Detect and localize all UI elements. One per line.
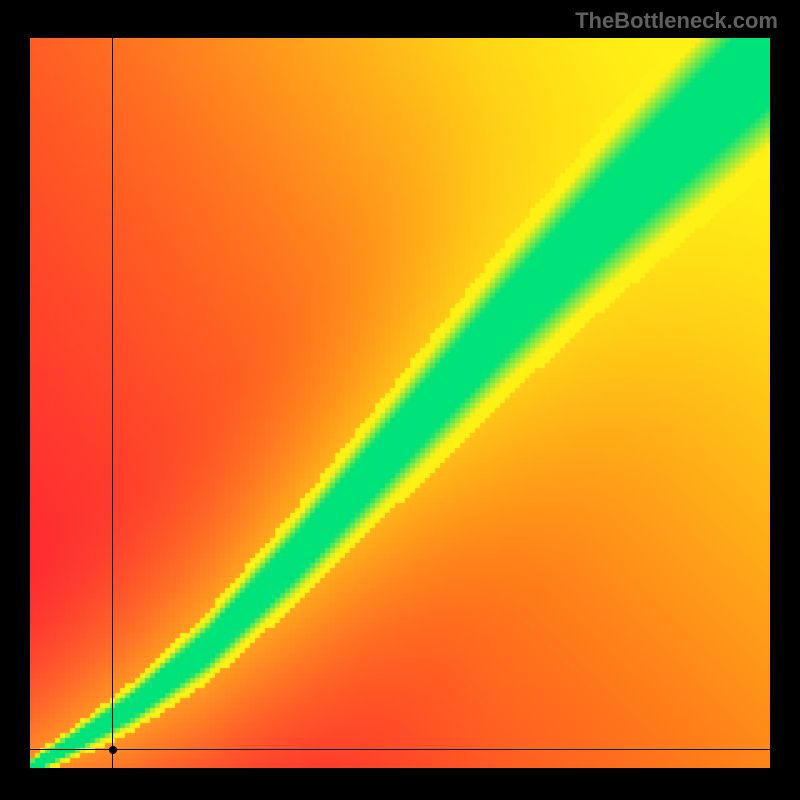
crosshair-horizontal bbox=[30, 749, 770, 750]
heatmap-canvas bbox=[30, 38, 770, 768]
crosshair-marker bbox=[109, 746, 117, 754]
crosshair-vertical bbox=[112, 38, 113, 768]
chart-container: TheBottleneck.com bbox=[0, 0, 800, 800]
watermark-text: TheBottleneck.com bbox=[575, 8, 778, 34]
